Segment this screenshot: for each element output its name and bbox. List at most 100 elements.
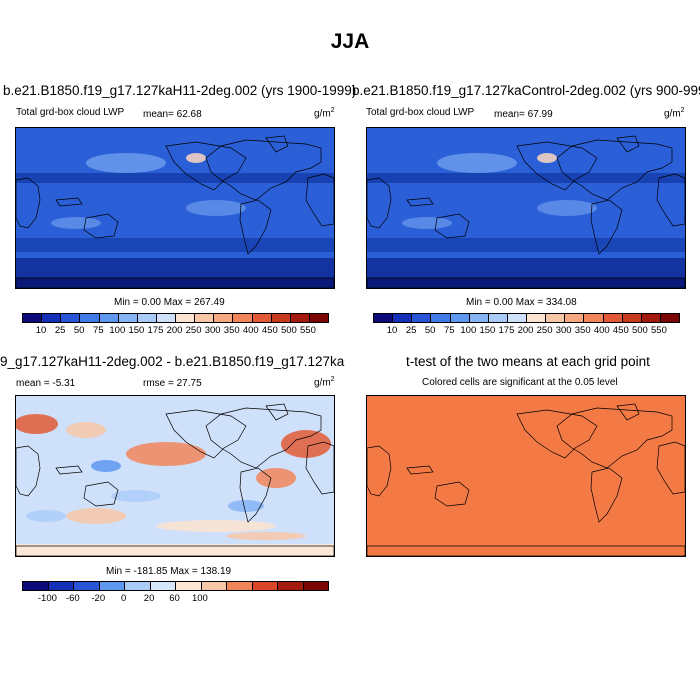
colorbar-swatch bbox=[233, 314, 253, 322]
colorbar-swatch bbox=[150, 582, 176, 590]
colorbar-swatch bbox=[214, 314, 234, 322]
map-patch bbox=[256, 468, 296, 488]
map-patch bbox=[51, 217, 101, 229]
colorbar-tick-label: 50 bbox=[73, 325, 85, 336]
colorbar-swatch bbox=[660, 314, 679, 322]
coastline bbox=[516, 141, 598, 191]
panel1-variable: Total grd-box cloud LWP bbox=[16, 107, 125, 118]
coastline bbox=[434, 213, 470, 239]
colorbar-swatch bbox=[61, 314, 81, 322]
map-patch bbox=[537, 153, 557, 163]
colorbar-swatch bbox=[74, 582, 100, 590]
coastline bbox=[516, 409, 598, 459]
colorbar-swatch bbox=[80, 314, 100, 322]
panel1-minmax: Min = 0.00 Max = 267.49 bbox=[114, 297, 225, 308]
colorbar-tick-label: 300 bbox=[204, 325, 221, 336]
panel4-title: t-test of the two means at each grid poi… bbox=[406, 354, 650, 369]
colorbar-swatch bbox=[603, 314, 623, 322]
coastline bbox=[590, 467, 623, 523]
colorbar-swatch bbox=[431, 314, 451, 322]
panel3-map-svg bbox=[16, 396, 334, 556]
map-background bbox=[367, 396, 685, 556]
coastline bbox=[16, 445, 41, 497]
colorbar-swatch bbox=[137, 314, 157, 322]
panel3-units: g/m2 bbox=[314, 376, 335, 389]
coastline bbox=[55, 197, 83, 207]
colorbar-tick-label: -60 bbox=[65, 593, 80, 604]
map-patch bbox=[16, 414, 58, 434]
colorbar-tick-label: 350 bbox=[574, 325, 591, 336]
panel2-units: g/m2 bbox=[664, 107, 685, 120]
colorbar-swatch bbox=[48, 582, 74, 590]
colorbar-swatch bbox=[412, 314, 432, 322]
colorbar-swatch bbox=[290, 314, 310, 322]
colorbar-tick-label: 200 bbox=[517, 325, 534, 336]
colorbar-swatch bbox=[252, 582, 278, 590]
coastline bbox=[616, 403, 640, 421]
coastline bbox=[205, 139, 322, 201]
colorbar-swatch bbox=[23, 314, 43, 322]
map-band bbox=[16, 258, 334, 278]
colorbar-swatch bbox=[118, 314, 138, 322]
colorbar-swatch bbox=[622, 314, 642, 322]
colorbar-swatch bbox=[42, 314, 62, 322]
colorbar-swatch bbox=[99, 582, 125, 590]
colorbar-swatch bbox=[176, 582, 202, 590]
panel2-colorbar bbox=[373, 313, 680, 323]
colorbar-swatch bbox=[565, 314, 585, 322]
map-patch bbox=[156, 520, 276, 532]
colorbar-tick-label: 400 bbox=[242, 325, 259, 336]
colorbar-swatch bbox=[125, 582, 151, 590]
colorbar-tick-label: 350 bbox=[223, 325, 240, 336]
colorbar-tick-label: 175 bbox=[147, 325, 164, 336]
map-patch bbox=[91, 460, 121, 472]
map-patch bbox=[186, 200, 246, 216]
map-band bbox=[16, 173, 334, 183]
coastline bbox=[616, 135, 640, 153]
colorbar-tick-label: 500 bbox=[280, 325, 297, 336]
panel2-colorbar-labels: 10 25 50 75 100 150 175 200 250 300 350 400 450 500 55… bbox=[373, 325, 678, 337]
map-patch bbox=[226, 532, 306, 540]
colorbar-tick-label: -100 bbox=[37, 593, 57, 604]
colorbar-tick-label: 0 bbox=[121, 593, 127, 604]
colorbar-tick-label: 300 bbox=[555, 325, 572, 336]
coastline bbox=[656, 173, 685, 227]
panel3-colorbar bbox=[22, 581, 329, 591]
colorbar-swatch bbox=[374, 314, 394, 322]
colorbar-tick-label: 250 bbox=[536, 325, 553, 336]
colorbar-tick-label: 500 bbox=[631, 325, 648, 336]
colorbar-swatch bbox=[393, 314, 413, 322]
colorbar-tick-label: 20 bbox=[143, 593, 155, 604]
coastline bbox=[165, 141, 247, 191]
coastline bbox=[305, 441, 334, 495]
map-patch bbox=[281, 430, 331, 458]
colorbar-swatch bbox=[507, 314, 527, 322]
coastline bbox=[239, 199, 272, 255]
colorbar-swatch bbox=[252, 314, 272, 322]
colorbar-swatch bbox=[23, 582, 49, 590]
colorbar-tick-label: 450 bbox=[612, 325, 629, 336]
coastline bbox=[556, 139, 673, 201]
colorbar-tick-label: -20 bbox=[91, 593, 106, 604]
panel4-map bbox=[366, 395, 686, 557]
colorbar-tick-label: 10 bbox=[35, 325, 47, 336]
map-band bbox=[367, 173, 685, 183]
colorbar-tick-label: 175 bbox=[498, 325, 515, 336]
colorbar-tick-label: 25 bbox=[405, 325, 417, 336]
colorbar-tick-label: 10 bbox=[386, 325, 398, 336]
panel2-title: b.e21.B1850.f19_g17.127kaControl-2deg.00… bbox=[352, 83, 700, 98]
map-patch bbox=[402, 217, 452, 229]
colorbar-tick-label: 400 bbox=[593, 325, 610, 336]
coastline bbox=[590, 199, 623, 255]
panel1-units: g/m2 bbox=[314, 107, 335, 120]
map-patch bbox=[26, 510, 66, 522]
colorbar-tick-label: 60 bbox=[169, 593, 180, 604]
map-band bbox=[16, 544, 334, 556]
panel2-variable: Total grd-box cloud LWP bbox=[366, 107, 475, 118]
panel1-map-svg bbox=[16, 128, 334, 288]
map-patch bbox=[437, 153, 517, 173]
colorbar-tick-label: 75 bbox=[92, 325, 104, 336]
coastline bbox=[305, 173, 334, 227]
coastline bbox=[55, 465, 83, 475]
colorbar-swatch bbox=[227, 582, 253, 590]
